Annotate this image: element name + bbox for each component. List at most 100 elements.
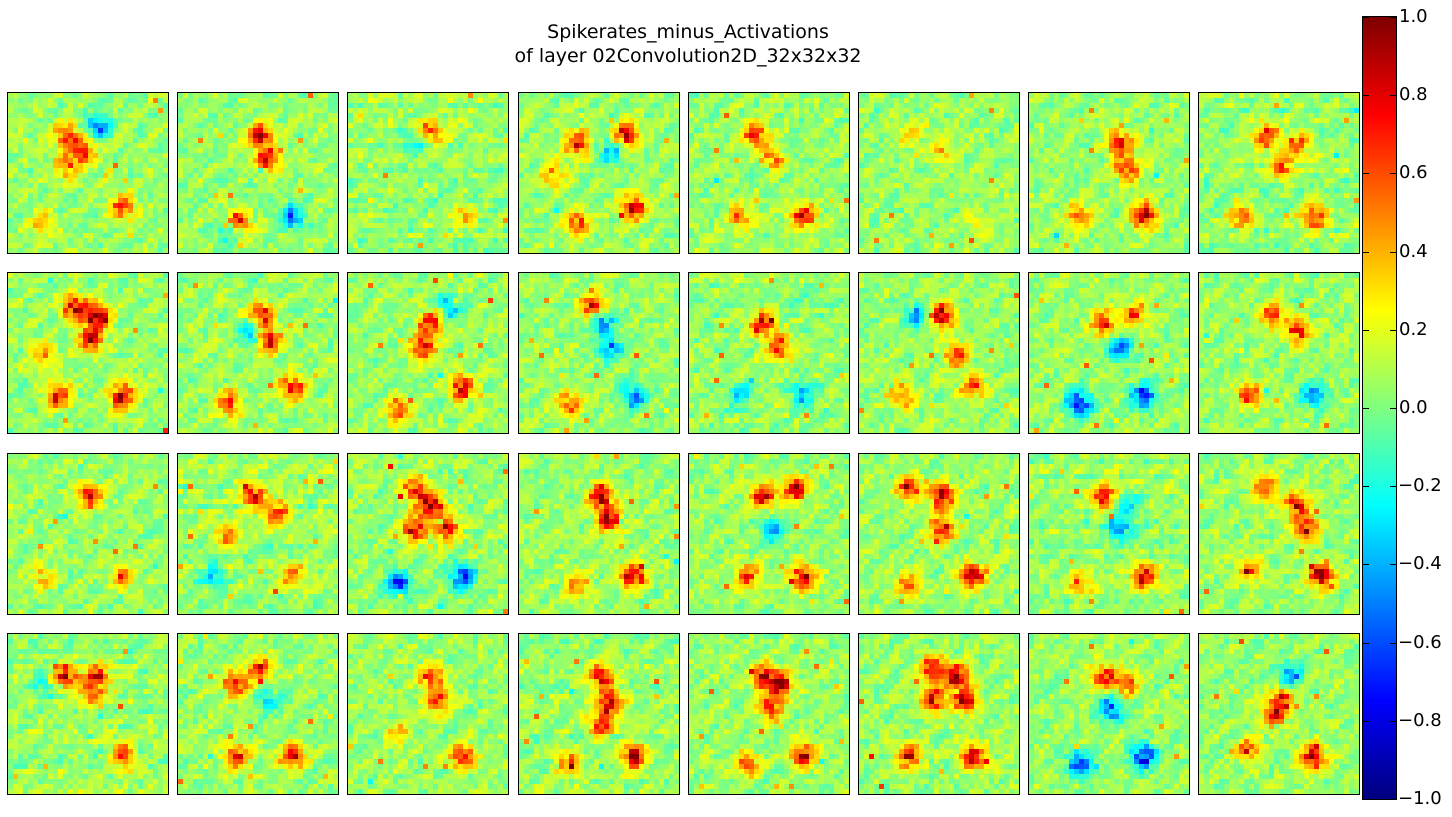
feature-map-pixels bbox=[178, 273, 338, 433]
feature-map-pixels bbox=[1029, 93, 1189, 253]
feature-map-pixels bbox=[859, 634, 1019, 794]
colorbar-tick-label: 0.8 bbox=[1399, 84, 1428, 105]
colorbar-tick-mark bbox=[1363, 330, 1369, 331]
feature-map-pixels bbox=[859, 93, 1019, 253]
chart-title: Spikerates_minus_Activations of layer 02… bbox=[0, 20, 1376, 68]
feature-map-pixels bbox=[689, 634, 849, 794]
feature-map-pixels bbox=[8, 273, 168, 433]
feature-map-pixels bbox=[689, 454, 849, 614]
colorbar-tick-label: 0.0 bbox=[1399, 397, 1428, 418]
colorbar-tick-label: 0.4 bbox=[1399, 241, 1428, 262]
feature-map-pixels bbox=[178, 454, 338, 614]
feature-map-pixels bbox=[1199, 634, 1359, 794]
colorbar-tick-mark bbox=[1363, 17, 1369, 18]
colorbar-tick-label: 1.0 bbox=[1399, 6, 1428, 27]
feature-map-10 bbox=[347, 272, 509, 434]
colorbar-tick-mark bbox=[1390, 799, 1396, 800]
feature-map-pixels bbox=[8, 93, 168, 253]
feature-map-pixels bbox=[1029, 454, 1189, 614]
colorbar-tick-mark bbox=[1363, 486, 1369, 487]
feature-map-pixels bbox=[519, 634, 679, 794]
feature-map-23 bbox=[1198, 453, 1360, 615]
feature-map-31 bbox=[1198, 633, 1360, 795]
feature-map-16 bbox=[7, 453, 169, 615]
feature-map-pixels bbox=[348, 634, 508, 794]
feature-map-9 bbox=[177, 272, 339, 434]
feature-map-pixels bbox=[8, 454, 168, 614]
colorbar-tick-mark bbox=[1390, 330, 1396, 331]
feature-map-5 bbox=[858, 92, 1020, 254]
chart-subtitle-line: of layer 02Convolution2D_32x32x32 bbox=[514, 45, 862, 67]
feature-map-pixels bbox=[859, 454, 1019, 614]
feature-map-21 bbox=[858, 453, 1020, 615]
colorbar-tick-mark bbox=[1363, 173, 1369, 174]
feature-map-pixels bbox=[8, 634, 168, 794]
feature-map-pixels bbox=[1029, 273, 1189, 433]
colorbar-tick-mark bbox=[1363, 408, 1369, 409]
chart-title-line: Spikerates_minus_Activations bbox=[547, 21, 829, 43]
colorbar-tick-mark bbox=[1390, 486, 1396, 487]
feature-map-0 bbox=[7, 92, 169, 254]
feature-map-25 bbox=[177, 633, 339, 795]
feature-map-6 bbox=[1028, 92, 1190, 254]
colorbar-tick-mark bbox=[1390, 252, 1396, 253]
feature-map-1 bbox=[177, 92, 339, 254]
feature-map-20 bbox=[688, 453, 850, 615]
colorbar-tick-mark bbox=[1363, 643, 1369, 644]
feature-map-13 bbox=[858, 272, 1020, 434]
feature-map-8 bbox=[7, 272, 169, 434]
colorbar-tick-mark bbox=[1390, 173, 1396, 174]
colorbar-tick-label: −0.2 bbox=[1398, 475, 1442, 496]
feature-map-pixels bbox=[1029, 634, 1189, 794]
colorbar-tick-mark bbox=[1390, 17, 1396, 18]
feature-map-29 bbox=[858, 633, 1020, 795]
feature-map-30 bbox=[1028, 633, 1190, 795]
feature-map-4 bbox=[688, 92, 850, 254]
colorbar-tick-label: 0.2 bbox=[1399, 319, 1428, 340]
feature-map-pixels bbox=[519, 454, 679, 614]
colorbar-tick-mark bbox=[1363, 95, 1369, 96]
feature-map-pixels bbox=[178, 634, 338, 794]
feature-map-pixels bbox=[1199, 93, 1359, 253]
feature-map-28 bbox=[688, 633, 850, 795]
feature-map-pixels bbox=[689, 93, 849, 253]
feature-map-22 bbox=[1028, 453, 1190, 615]
colorbar-tick-mark bbox=[1363, 721, 1369, 722]
feature-map-15 bbox=[1198, 272, 1360, 434]
feature-map-26 bbox=[347, 633, 509, 795]
feature-map-pixels bbox=[348, 93, 508, 253]
colorbar-tick-mark bbox=[1390, 408, 1396, 409]
colorbar-tick-label: 0.6 bbox=[1399, 162, 1428, 183]
feature-map-27 bbox=[518, 633, 680, 795]
feature-map-24 bbox=[7, 633, 169, 795]
feature-map-2 bbox=[347, 92, 509, 254]
colorbar-tick-mark bbox=[1363, 564, 1369, 565]
colorbar-tick-label: −0.8 bbox=[1398, 710, 1442, 731]
feature-map-18 bbox=[347, 453, 509, 615]
feature-map-pixels bbox=[1199, 273, 1359, 433]
feature-map-17 bbox=[177, 453, 339, 615]
feature-map-19 bbox=[518, 453, 680, 615]
feature-map-11 bbox=[518, 272, 680, 434]
colorbar-tick-mark bbox=[1390, 721, 1396, 722]
feature-map-12 bbox=[688, 272, 850, 434]
feature-map-pixels bbox=[348, 273, 508, 433]
feature-map-pixels bbox=[689, 273, 849, 433]
feature-map-pixels bbox=[519, 93, 679, 253]
feature-map-pixels bbox=[178, 93, 338, 253]
feature-map-pixels bbox=[348, 454, 508, 614]
feature-map-pixels bbox=[859, 273, 1019, 433]
colorbar-tick-mark bbox=[1390, 95, 1396, 96]
feature-map-14 bbox=[1028, 272, 1190, 434]
colorbar-tick-mark bbox=[1390, 643, 1396, 644]
feature-map-3 bbox=[518, 92, 680, 254]
colorbar-tick-label: −0.6 bbox=[1398, 632, 1442, 653]
colorbar-tick-mark bbox=[1363, 799, 1369, 800]
colorbar-tick-label: −0.4 bbox=[1398, 553, 1442, 574]
feature-map-7 bbox=[1198, 92, 1360, 254]
feature-map-pixels bbox=[519, 273, 679, 433]
colorbar-tick-label: −1.0 bbox=[1398, 788, 1442, 809]
feature-map-pixels bbox=[1199, 454, 1359, 614]
colorbar-tick-mark bbox=[1390, 564, 1396, 565]
colorbar-tick-mark bbox=[1363, 252, 1369, 253]
